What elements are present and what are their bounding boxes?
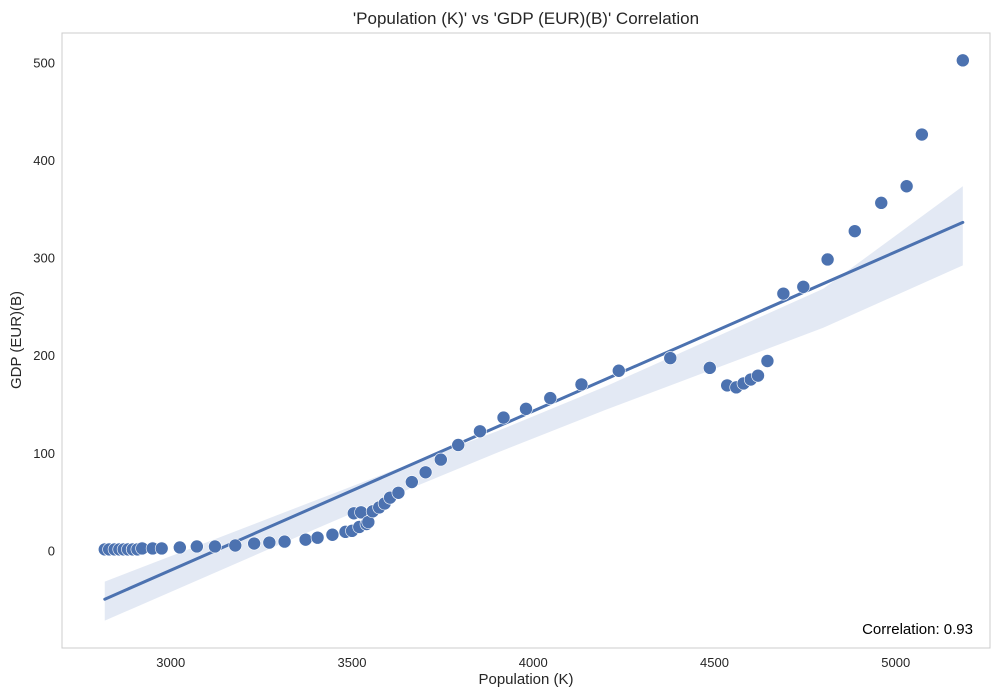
x-axis-ticks: 3000 3500 4000 4500 5000: [156, 655, 910, 670]
data-point: [391, 485, 406, 500]
data-point: [325, 527, 340, 542]
x-axis-label: Population (K): [478, 671, 573, 688]
confidence-band: [104, 186, 963, 621]
data-point: [611, 363, 626, 378]
x-tick-label: 3000: [156, 655, 185, 670]
data-points-layer: [97, 53, 970, 557]
y-axis-label: GDP (EUR)(B): [8, 291, 25, 389]
data-point: [847, 224, 862, 238]
data-point: [915, 127, 929, 142]
regression-line: [103, 220, 965, 601]
correlation-annotation: Correlation: 0.93: [862, 621, 973, 638]
data-point: [702, 361, 717, 375]
data-point: [247, 536, 261, 551]
data-point: [451, 438, 466, 452]
data-point: [434, 452, 448, 467]
data-point: [173, 540, 187, 555]
data-point: [574, 377, 589, 392]
y-tick-label: 400: [33, 153, 55, 168]
data-point: [874, 196, 889, 210]
x-tick-label: 4000: [519, 655, 548, 670]
y-tick-label: 100: [33, 446, 55, 461]
data-point: [751, 368, 765, 383]
data-point: [473, 424, 487, 439]
data-point: [760, 354, 775, 368]
data-point: [190, 539, 204, 554]
data-point: [820, 252, 835, 267]
x-tick-label: 5000: [881, 655, 910, 670]
y-tick-label: 200: [33, 348, 55, 363]
regression-line-layer: [103, 220, 965, 601]
y-tick-label: 0: [48, 543, 55, 558]
data-point: [899, 179, 914, 194]
data-point: [298, 532, 313, 547]
data-point: [776, 286, 791, 301]
data-point: [519, 402, 533, 416]
data-point: [418, 465, 433, 480]
data-point: [208, 539, 222, 554]
data-point: [228, 538, 243, 553]
data-point: [796, 280, 811, 294]
chart-title: 'Population (K)' vs 'GDP (EUR)(B)' Corre…: [353, 9, 699, 28]
data-point: [496, 410, 511, 425]
x-tick-label: 3500: [338, 655, 367, 670]
y-tick-label: 500: [33, 55, 55, 70]
data-point: [262, 535, 277, 550]
x-tick-label: 4500: [700, 655, 729, 670]
confidence-band-layer: [104, 186, 963, 621]
y-tick-label: 300: [33, 251, 55, 266]
y-axis-ticks: 0 100 200 300 400 500: [33, 55, 55, 558]
data-point: [543, 391, 558, 405]
data-point: [956, 53, 970, 68]
data-point: [154, 541, 169, 556]
data-point: [310, 530, 325, 545]
data-point: [663, 351, 678, 365]
data-point: [405, 475, 419, 489]
data-point: [277, 534, 292, 549]
